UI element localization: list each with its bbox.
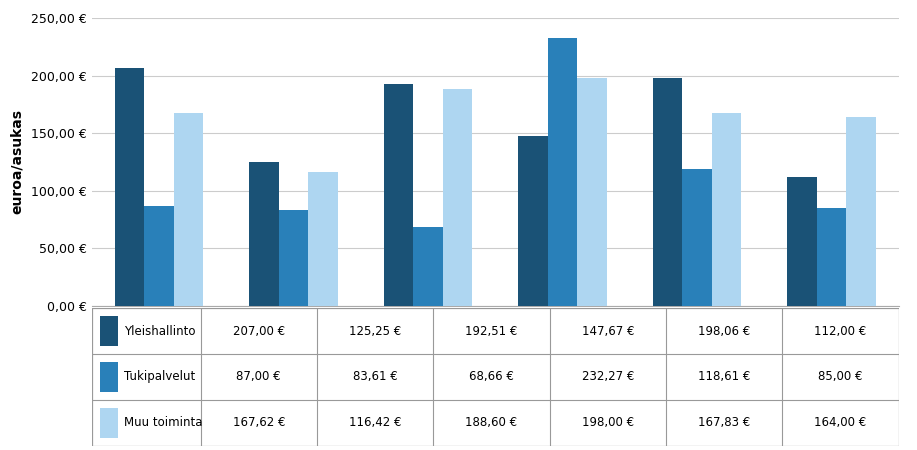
Y-axis label: euroa/asukas: euroa/asukas — [10, 109, 24, 215]
Bar — [787, 177, 817, 306]
Text: Yleishallinto: Yleishallinto — [124, 324, 195, 338]
Bar — [846, 117, 876, 306]
Bar — [100, 316, 117, 346]
Text: 207,00 €: 207,00 € — [233, 324, 285, 338]
Bar — [383, 84, 414, 306]
Bar — [443, 89, 472, 306]
Text: 198,00 €: 198,00 € — [581, 416, 634, 429]
Text: 118,61 €: 118,61 € — [698, 370, 750, 383]
Bar — [279, 210, 308, 306]
Bar — [518, 136, 547, 306]
Bar — [100, 408, 117, 438]
Text: 167,62 €: 167,62 € — [233, 416, 285, 429]
Bar — [682, 169, 712, 306]
Bar — [414, 227, 443, 306]
Bar — [100, 362, 117, 392]
Text: 85,00 €: 85,00 € — [818, 370, 863, 383]
Text: 87,00 €: 87,00 € — [237, 370, 282, 383]
Text: 68,66 €: 68,66 € — [469, 370, 514, 383]
Text: 167,83 €: 167,83 € — [698, 416, 750, 429]
Text: Muu toiminta: Muu toiminta — [124, 416, 203, 429]
Text: 232,27 €: 232,27 € — [581, 370, 634, 383]
Bar — [712, 112, 741, 306]
Text: 147,67 €: 147,67 € — [581, 324, 634, 338]
Text: 83,61 €: 83,61 € — [353, 370, 398, 383]
Bar — [144, 206, 173, 306]
Text: Tukipalvelut: Tukipalvelut — [124, 370, 195, 383]
Text: 198,06 €: 198,06 € — [698, 324, 750, 338]
Text: 192,51 €: 192,51 € — [465, 324, 518, 338]
Bar — [577, 78, 607, 306]
Text: 116,42 €: 116,42 € — [348, 416, 402, 429]
Bar — [308, 172, 337, 306]
Text: 112,00 €: 112,00 € — [814, 324, 867, 338]
Bar — [653, 78, 682, 306]
Text: 125,25 €: 125,25 € — [349, 324, 402, 338]
Text: 164,00 €: 164,00 € — [814, 416, 867, 429]
Bar — [547, 38, 577, 306]
Bar — [173, 113, 204, 306]
Bar — [115, 68, 144, 306]
Text: 188,60 €: 188,60 € — [466, 416, 517, 429]
Bar — [817, 208, 846, 306]
Bar — [249, 162, 279, 306]
